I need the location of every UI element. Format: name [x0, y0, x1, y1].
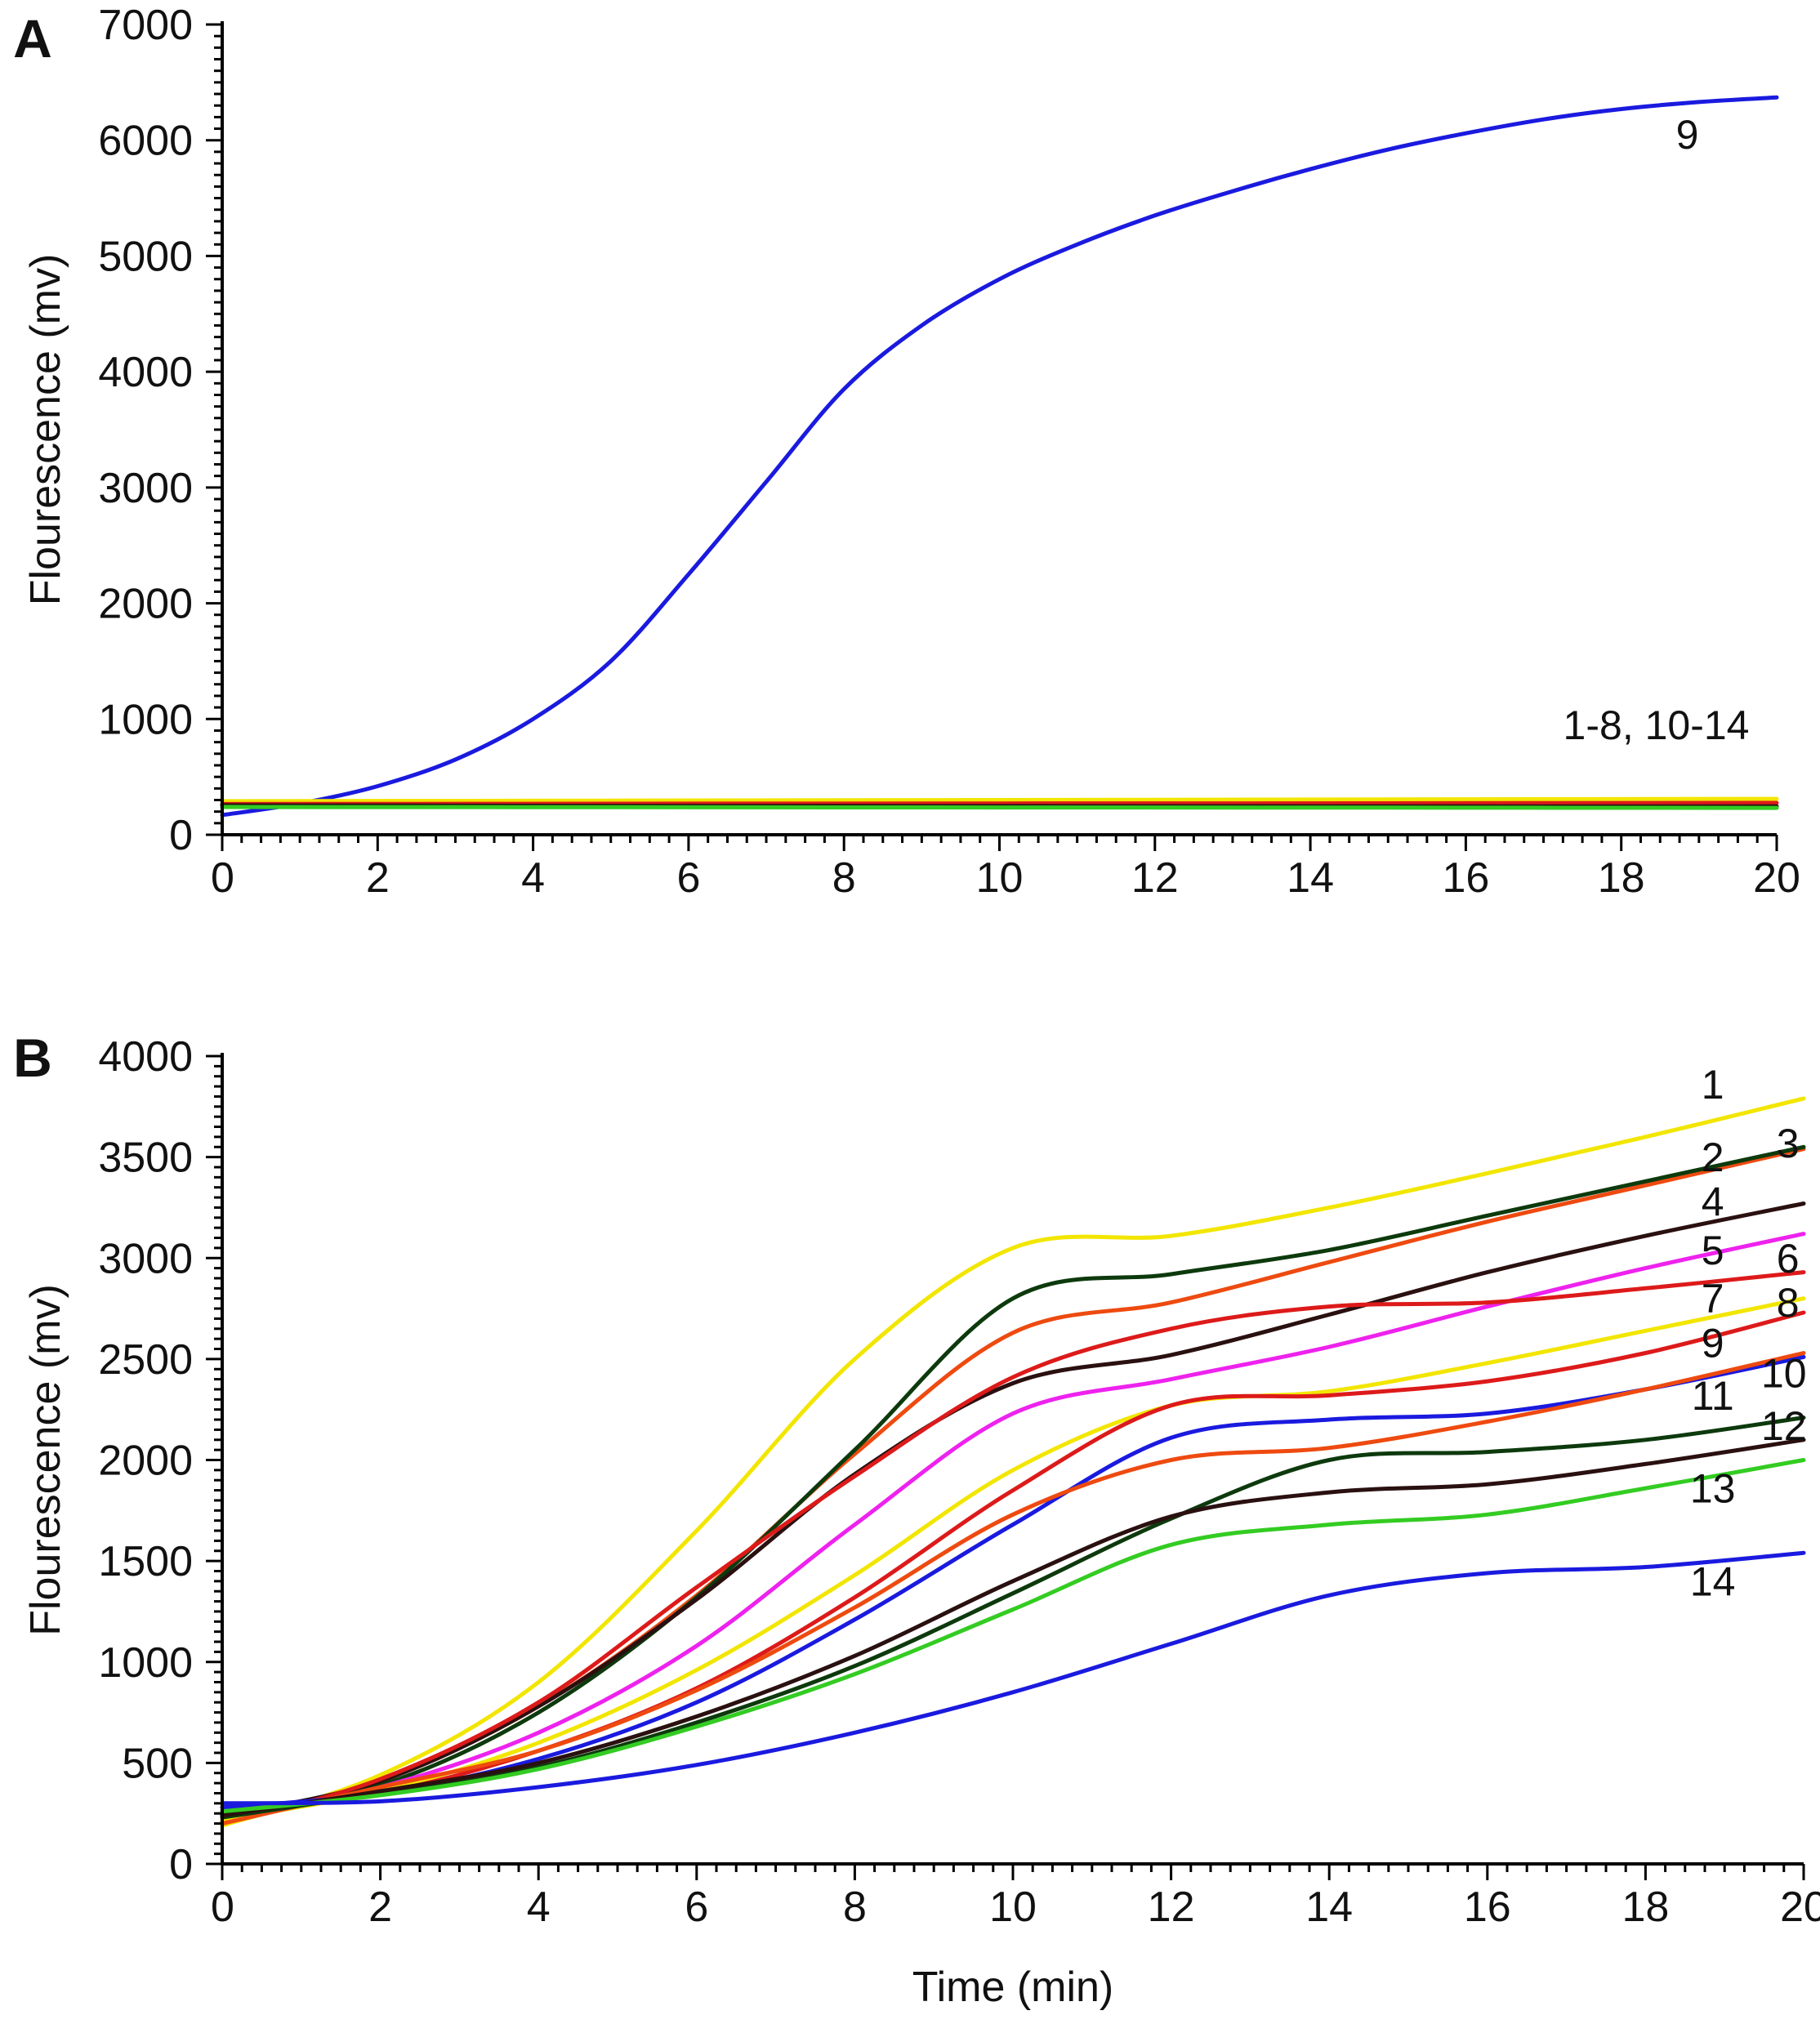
y-tick-label: 7000: [98, 2, 193, 49]
x-tick-label: 16: [1464, 1884, 1511, 1931]
series-line-a-2: [220, 796, 1779, 804]
panel-label: A: [13, 8, 52, 69]
curve-label: 3: [1777, 1121, 1800, 1166]
curve-label: 5: [1702, 1228, 1724, 1273]
curve-label: 10: [1761, 1351, 1807, 1397]
series-line-b-7: [220, 1296, 1806, 1822]
series-line-b-8: [220, 1310, 1806, 1816]
series-line-b-4: [220, 1201, 1806, 1818]
x-tick-label: 14: [1287, 854, 1334, 902]
y-tick-label: 1500: [98, 1538, 193, 1585]
series-line-b-14: [220, 1550, 1806, 1806]
y-tick-label: 5000: [98, 233, 193, 280]
series-line-b-3: [220, 1144, 1806, 1816]
series-line-b-12: [220, 1438, 1806, 1818]
y-tick-label: 0: [169, 812, 193, 859]
x-tick-label: 20: [1753, 854, 1800, 902]
curve-label: 12: [1761, 1403, 1807, 1449]
curve-label: 14: [1690, 1558, 1736, 1604]
y-tick-label: 500: [122, 1740, 193, 1787]
y-tick-label: 2000: [98, 581, 193, 628]
curve-label: 9: [1676, 112, 1699, 158]
curve-label: 8: [1777, 1280, 1800, 1326]
series-line-b-1: [220, 1096, 1806, 1828]
series-line-b-13: [220, 1458, 1806, 1814]
y-tick-label: 1000: [98, 1639, 193, 1687]
y-tick-label: 3000: [98, 1235, 193, 1282]
x-tick-label: 6: [685, 1884, 708, 1931]
x-tick-label: 0: [211, 1884, 234, 1931]
y-tick-label: 4000: [98, 1033, 193, 1081]
y-tick-label: 2000: [98, 1438, 193, 1485]
y-axis-title: Flourescence (mv): [22, 254, 69, 606]
x-tick-label: 0: [211, 854, 234, 902]
curve-label: 7: [1702, 1276, 1724, 1322]
curve-label: 9: [1702, 1321, 1724, 1366]
x-tick-label: 8: [843, 1884, 867, 1931]
series-line-a-5: [220, 805, 1779, 810]
x-tick-label: 12: [1131, 854, 1179, 902]
x-tick-label: 18: [1598, 854, 1645, 902]
series-line-b-6: [220, 1270, 1806, 1826]
x-tick-label: 4: [527, 1884, 551, 1931]
series-line-b-10: [220, 1351, 1806, 1826]
series-line-b-5: [220, 1232, 1806, 1820]
panel-a-chart: 0 2 4 6 8 10 12 14 16 18 20 0 1000 2000 3000 4000 5000 60…: [13, 2, 1800, 902]
x-tick-label: 2: [366, 854, 390, 902]
x-tick-label: 8: [832, 854, 856, 902]
curve-label: 13: [1690, 1466, 1736, 1512]
x-tick-label: 2: [368, 1884, 392, 1931]
panel-label: B: [13, 1028, 52, 1088]
series-line-a-1: [220, 95, 1779, 818]
y-axis-title: Flourescence (mv): [22, 1284, 69, 1636]
curve-label: 11: [1692, 1373, 1734, 1419]
curve-label: 4: [1702, 1179, 1724, 1225]
x-tick-label: 18: [1621, 1884, 1669, 1931]
curve-label: 1-8, 10-14: [1564, 702, 1750, 748]
y-tick-label: 4000: [98, 349, 193, 396]
x-tick-label: 16: [1442, 854, 1489, 902]
y-tick-label: 0: [169, 1841, 193, 1888]
y-tick-label: 2500: [98, 1336, 193, 1384]
x-tick-label: 12: [1148, 1884, 1195, 1931]
x-tick-label: 10: [989, 1884, 1037, 1931]
curve-label: 1: [1702, 1062, 1724, 1108]
y-tick-label: 6000: [98, 118, 193, 165]
y-tick-label: 3000: [98, 465, 193, 512]
curve-label: 6: [1777, 1236, 1800, 1282]
x-tick-label: 6: [676, 854, 700, 902]
y-tick-label: 3500: [98, 1135, 193, 1182]
x-tick-label: 10: [976, 854, 1024, 902]
x-tick-label: 4: [521, 854, 545, 902]
x-axis-title: Time (min): [912, 1964, 1114, 2011]
x-tick-label: 20: [1780, 1884, 1820, 1931]
x-tick-label: 14: [1305, 1884, 1353, 1931]
y-tick-label: 1000: [98, 696, 193, 743]
curve-label: 2: [1702, 1135, 1724, 1180]
series-line-b-11: [220, 1415, 1806, 1820]
panel-b-chart: 0 2 4 6 8 10 12 14 16 18 2005001000150020002500300…: [13, 1028, 1820, 2011]
